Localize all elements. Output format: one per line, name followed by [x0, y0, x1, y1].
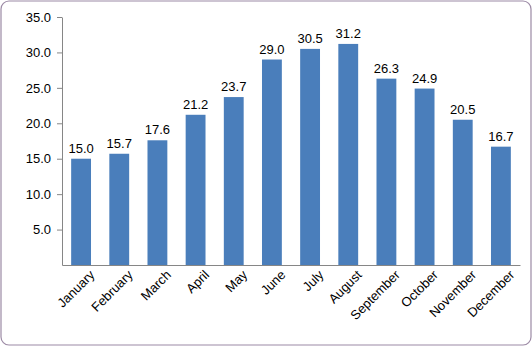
x-tick-label: March	[138, 267, 174, 303]
x-tick: February	[88, 265, 136, 315]
x-axis-line	[63, 265, 521, 266]
chart-frame	[1, 1, 531, 345]
y-tick-label: 35.0	[26, 10, 51, 25]
bar	[338, 44, 358, 265]
x-tick: June	[258, 265, 289, 298]
data-label: 17.6	[145, 122, 170, 137]
bar	[415, 89, 435, 265]
y-axis: 5.0 10.0 15.0 20.0 25.0 30.0 35.0	[26, 10, 63, 266]
y-tick-label: 10.0	[26, 187, 51, 202]
y-tick: 5.0	[33, 222, 62, 237]
x-tick-label: February	[88, 267, 136, 315]
data-label: 15.0	[68, 141, 93, 156]
data-label: 16.7	[488, 129, 513, 144]
bar	[491, 147, 511, 265]
x-tick-label: December	[464, 267, 517, 320]
y-tick: 25.0	[26, 81, 62, 96]
y-tick-label: 30.0	[26, 45, 51, 60]
bar	[224, 97, 244, 265]
y-tick-label: 25.0	[26, 81, 51, 96]
x-tick-label: June	[258, 267, 289, 298]
data-label: 20.5	[450, 102, 475, 117]
x-tick: December	[464, 265, 517, 320]
y-tick-label: 15.0	[26, 151, 51, 166]
bar	[71, 159, 91, 265]
bar	[262, 60, 282, 265]
y-tick: 10.0	[26, 187, 62, 202]
bar	[186, 115, 206, 265]
y-tick: 30.0	[26, 45, 62, 60]
y-tick-mark	[57, 52, 62, 53]
y-tick-mark	[57, 194, 62, 195]
data-label: 26.3	[374, 61, 399, 76]
x-tick-label: September	[347, 267, 403, 323]
bar	[147, 140, 167, 265]
x-tick-label: July	[300, 267, 327, 294]
y-axis-line	[62, 18, 63, 266]
y-tick: 20.0	[26, 116, 62, 131]
y-tick: 35.0	[26, 10, 62, 25]
y-tick-mark	[57, 17, 62, 18]
y-tick-label: 20.0	[26, 116, 51, 131]
x-axis: JanuaryFebruaryMarchAprilMayJuneJulyAugu…	[54, 265, 520, 323]
y-tick: 15.0	[26, 151, 62, 166]
x-tick: April	[183, 265, 212, 296]
y-tick-mark	[57, 159, 62, 160]
y-tick-mark	[57, 230, 62, 231]
data-label: 23.7	[221, 79, 246, 94]
data-label: 29.0	[259, 42, 284, 57]
x-tick: September	[347, 265, 403, 323]
data-label: 31.2	[336, 26, 361, 41]
y-tick-label: 5.0	[33, 222, 51, 237]
data-label: 21.2	[183, 97, 208, 112]
x-tick: July	[300, 265, 327, 294]
y-tick-mark	[57, 88, 62, 89]
data-label: 15.7	[107, 136, 132, 151]
x-tick-label: May	[222, 267, 250, 295]
x-tick: March	[138, 265, 174, 303]
data-label: 30.5	[297, 31, 322, 46]
data-labels: 15.0 15.7 17.6 21.2 23.7 29.0 30.5 31.2 26.3 24.9…	[68, 26, 513, 156]
bar	[453, 120, 473, 265]
x-tick: May	[222, 265, 250, 295]
data-label: 24.9	[412, 71, 437, 86]
bar	[300, 49, 320, 265]
bars	[71, 44, 511, 265]
bar	[376, 79, 396, 265]
y-tick-mark	[57, 123, 62, 124]
x-tick-label: April	[183, 267, 212, 296]
bar	[109, 154, 129, 265]
